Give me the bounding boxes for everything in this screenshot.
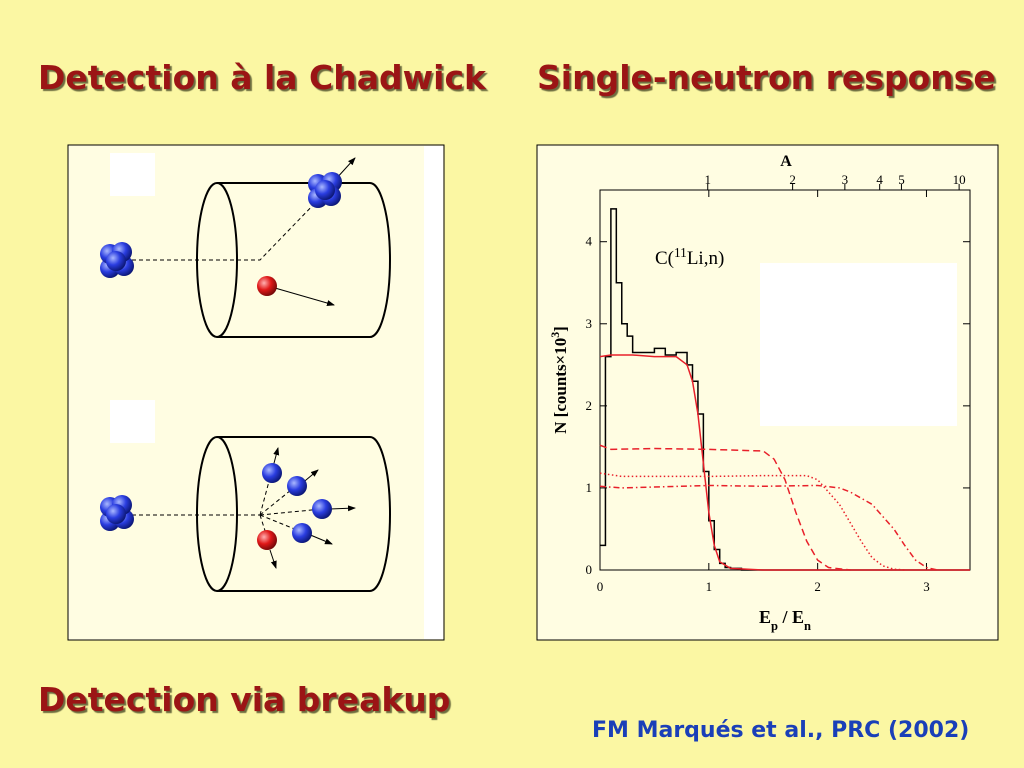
x2-tick-label: 1 xyxy=(704,172,711,187)
y-tick-label: 0 xyxy=(586,562,593,577)
y-tick-label: 2 xyxy=(586,398,593,413)
x-tick-label: 2 xyxy=(814,579,821,594)
heading: Single-neutron response xyxy=(537,58,996,97)
y-axis-label-part: 3 xyxy=(548,332,562,338)
y-axis-label-part: N [counts×10 xyxy=(551,338,570,434)
strip xyxy=(424,146,443,639)
series-line xyxy=(599,484,938,571)
series-line xyxy=(599,354,970,571)
diagram-frame xyxy=(67,144,445,641)
series-line xyxy=(599,444,851,571)
neutron xyxy=(257,530,277,550)
blank xyxy=(110,153,155,196)
x2-tick-label: 2 xyxy=(789,172,796,187)
x-tick-label: 0 xyxy=(597,579,604,594)
citation: FM Marqués et al., PRC (2002) xyxy=(592,718,970,743)
annotation: C(11Li,n) xyxy=(655,245,724,270)
heading: Detection via breakup xyxy=(38,680,451,719)
nucleus xyxy=(100,172,342,543)
x-axis-label-part: n xyxy=(804,619,811,633)
x2-tick-label: 10 xyxy=(953,172,966,187)
annotation-part: 11 xyxy=(674,245,687,260)
x2-tick-label: 4 xyxy=(876,172,883,187)
neutron xyxy=(257,276,277,296)
blank xyxy=(760,263,957,426)
y-axis-label: N [counts×103] xyxy=(548,326,570,434)
x2-tick-label: 5 xyxy=(898,172,905,187)
heading: Detection à la Chadwick xyxy=(38,58,486,97)
y-tick-label: 4 xyxy=(586,234,593,249)
x-tick-label: 1 xyxy=(706,579,713,594)
diagram xyxy=(67,144,445,641)
x-axis-label-part: p xyxy=(771,619,778,633)
y-tick-label: 1 xyxy=(586,480,593,495)
x2-tick-label: 3 xyxy=(842,172,849,187)
x2-axis-label: A xyxy=(780,153,792,170)
y-axis-label-part: ] xyxy=(551,326,570,332)
x-axis-label: Ep / En xyxy=(759,607,811,633)
x-axis-label-part: E xyxy=(759,607,771,627)
x-axis-label-part: / E xyxy=(778,607,804,627)
x-tick-label: 3 xyxy=(923,579,930,594)
annotation-part: Li,n) xyxy=(687,248,724,269)
annotation-part: C( xyxy=(655,248,674,269)
blank xyxy=(110,400,155,443)
y-tick-label: 3 xyxy=(586,316,593,331)
